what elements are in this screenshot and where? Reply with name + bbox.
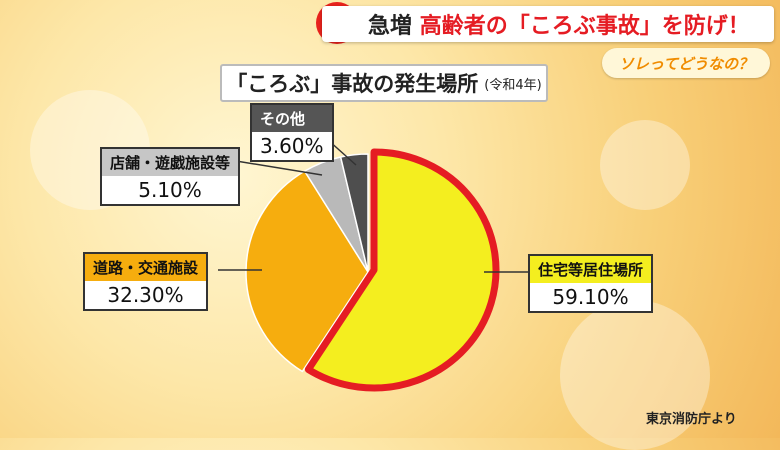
bokeh-circle	[560, 300, 710, 450]
slice-name: 住宅等居住場所	[530, 256, 652, 283]
headline-main: 高齢者の「ころぶ事故」を防げ！	[419, 14, 750, 39]
slice-label-road: 道路・交通施設 32.30%	[83, 252, 209, 311]
chart-subtitle: (令和4年)	[484, 77, 542, 93]
slice-label-residential: 住宅等居住場所 59.10%	[528, 254, 654, 313]
slice-name: 道路・交通施設	[85, 254, 207, 281]
slice-value: 3.60%	[260, 134, 324, 158]
chart-title-box: 「ころぶ」事故の発生場所 (令和4年)	[220, 64, 548, 102]
slice-label-store: 店舗・遊戯施設等 5.10%	[100, 147, 241, 206]
headline-prefix: 急増	[368, 14, 413, 39]
leader-line-store	[229, 159, 323, 176]
pie-slice-residential	[304, 148, 500, 392]
slice-value: 32.30%	[107, 283, 184, 307]
headline-text: 急増 高齢者の「ころぶ事故」を防げ！	[368, 8, 750, 40]
chart-title: 「ころぶ」事故の発生場所	[226, 72, 479, 96]
segment-bubble: ソレってどうなの？	[602, 48, 770, 78]
source-credit: 東京消防庁より	[646, 412, 737, 427]
slice-name: その他	[252, 105, 332, 132]
bokeh-circle	[600, 120, 690, 210]
pie-chart	[218, 139, 528, 392]
pie-slice-other	[339, 153, 369, 273]
slice-value: 5.10%	[138, 178, 202, 202]
slice-value: 59.10%	[552, 285, 629, 309]
slice-label-other: その他 3.60%	[250, 103, 334, 162]
slice-name: 店舗・遊戯施設等	[102, 149, 239, 176]
headline-banner: 急増 高齢者の「ころぶ事故」を防げ！	[322, 6, 774, 42]
